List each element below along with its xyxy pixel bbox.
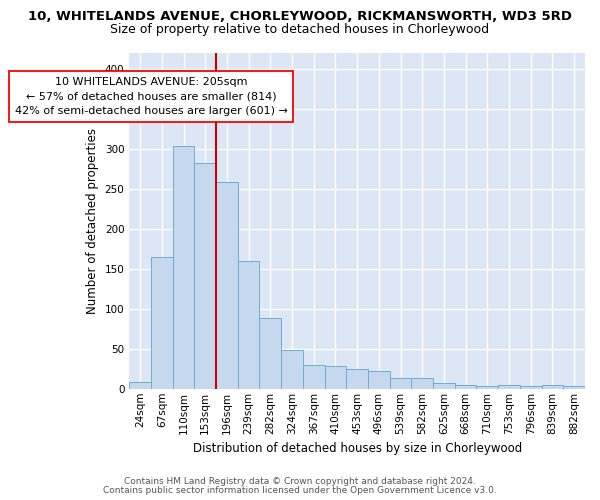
Bar: [216, 182, 238, 389]
Bar: [563, 386, 585, 389]
Bar: [476, 386, 498, 389]
Bar: [151, 256, 173, 389]
Bar: [542, 385, 563, 389]
Bar: [498, 385, 520, 389]
Text: Size of property relative to detached houses in Chorleywood: Size of property relative to detached ho…: [110, 22, 490, 36]
Y-axis label: Number of detached properties: Number of detached properties: [86, 128, 99, 314]
Bar: [238, 262, 259, 389]
Text: 10, WHITELANDS AVENUE, CHORLEYWOOD, RICKMANSWORTH, WD3 5RD: 10, WHITELANDS AVENUE, CHORLEYWOOD, RICK…: [28, 10, 572, 23]
Bar: [433, 383, 455, 389]
Bar: [303, 364, 325, 389]
Bar: [520, 386, 542, 389]
Bar: [173, 146, 194, 389]
Bar: [368, 371, 389, 389]
Bar: [389, 378, 412, 389]
Bar: [281, 350, 303, 389]
Bar: [129, 382, 151, 389]
Bar: [259, 318, 281, 389]
Bar: [325, 366, 346, 389]
Text: Contains HM Land Registry data © Crown copyright and database right 2024.: Contains HM Land Registry data © Crown c…: [124, 477, 476, 486]
Bar: [412, 378, 433, 389]
Text: 10 WHITELANDS AVENUE: 205sqm
← 57% of detached houses are smaller (814)
42% of s: 10 WHITELANDS AVENUE: 205sqm ← 57% of de…: [14, 76, 287, 116]
Bar: [194, 163, 216, 389]
X-axis label: Distribution of detached houses by size in Chorleywood: Distribution of detached houses by size …: [193, 442, 522, 455]
Bar: [455, 385, 476, 389]
Text: Contains public sector information licensed under the Open Government Licence v3: Contains public sector information licen…: [103, 486, 497, 495]
Bar: [346, 368, 368, 389]
